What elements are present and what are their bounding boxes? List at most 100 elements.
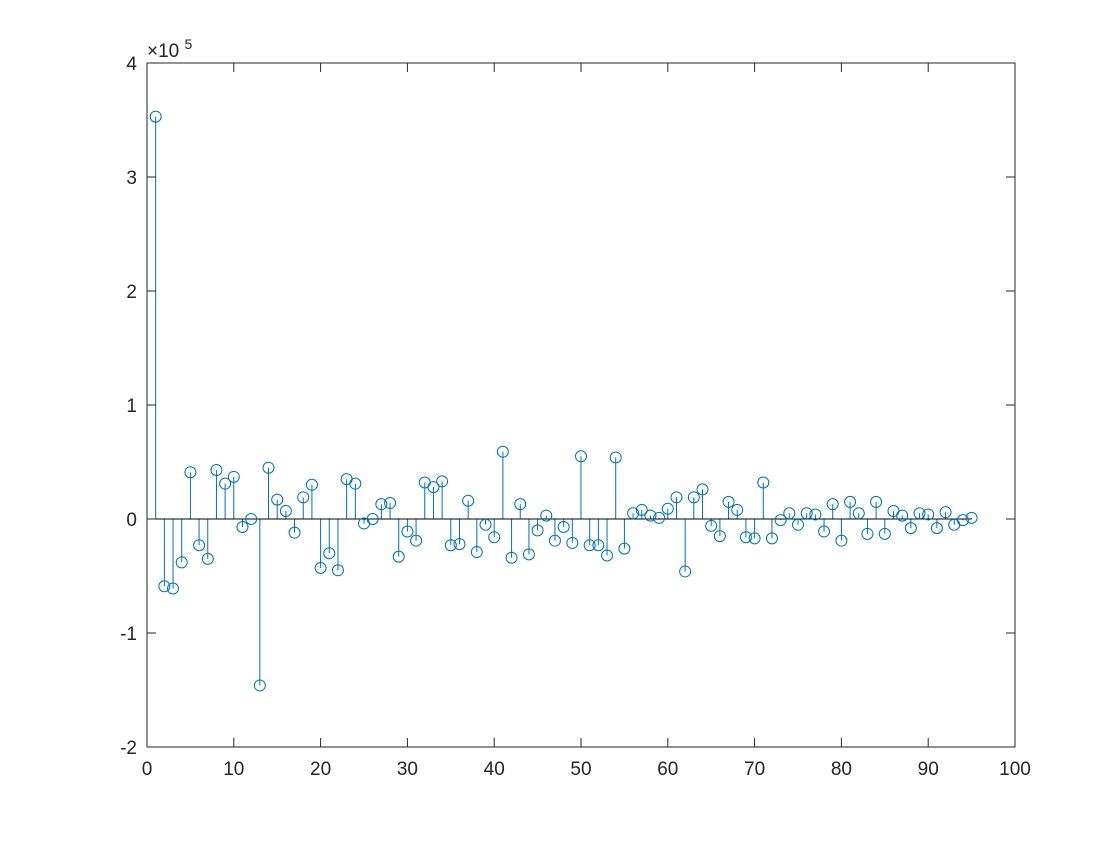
stem-marker bbox=[583, 539, 596, 552]
y-tick-label: -1 bbox=[120, 624, 137, 645]
y-tick-label: 4 bbox=[126, 54, 137, 75]
stem-marker bbox=[722, 495, 735, 508]
stem-marker bbox=[305, 478, 318, 491]
stem-marker bbox=[939, 506, 952, 519]
stem-marker bbox=[930, 522, 943, 535]
stem-marker bbox=[557, 520, 570, 533]
stem-marker bbox=[245, 513, 258, 525]
stem-marker bbox=[835, 534, 848, 547]
stem-marker bbox=[279, 505, 292, 518]
x-tick-label: 90 bbox=[918, 759, 939, 780]
stem-marker bbox=[696, 483, 709, 496]
x-tick-label: 60 bbox=[657, 759, 678, 780]
stem-marker bbox=[653, 511, 666, 524]
stem-marker bbox=[522, 548, 535, 561]
stem-marker bbox=[818, 525, 831, 538]
stem-marker bbox=[774, 514, 787, 527]
stem-marker bbox=[236, 520, 249, 533]
stem-marker bbox=[913, 507, 926, 520]
stem-marker bbox=[193, 539, 206, 552]
stem-marker bbox=[401, 525, 414, 538]
stem-marker bbox=[687, 491, 700, 504]
stem-marker bbox=[470, 546, 483, 559]
stem-marker bbox=[314, 562, 327, 575]
stem-marker bbox=[184, 466, 197, 479]
stem-marker bbox=[896, 509, 909, 522]
y-exponent-base: ×10 bbox=[147, 41, 179, 62]
x-tick-label: 100 bbox=[999, 759, 1031, 780]
stem-marker bbox=[210, 463, 223, 476]
stem-marker bbox=[861, 527, 874, 540]
stem-marker bbox=[844, 495, 857, 508]
x-tick-label: 80 bbox=[831, 759, 852, 780]
x-tick-label: 30 bbox=[397, 759, 418, 780]
stem-marker bbox=[540, 509, 553, 522]
stem-marker bbox=[392, 550, 405, 563]
stem-marker bbox=[375, 498, 388, 511]
stem-marker bbox=[505, 551, 518, 564]
stem-marker bbox=[167, 582, 180, 595]
stem-marker bbox=[739, 531, 752, 544]
stem-marker bbox=[809, 508, 822, 521]
stem-marker bbox=[679, 565, 692, 578]
y-exponent-label: ×10 5 bbox=[147, 36, 193, 62]
stem-marker bbox=[713, 530, 726, 543]
stem-marker bbox=[323, 547, 336, 560]
x-tick-label: 50 bbox=[570, 759, 591, 780]
stem-marker bbox=[349, 477, 362, 490]
stem-marker bbox=[757, 476, 770, 489]
y-tick-label: 3 bbox=[126, 168, 137, 189]
y-axis: -2 -1 0 1 2 3 4 bbox=[120, 54, 1015, 759]
stem-marker bbox=[705, 519, 718, 532]
x-tick-label: 20 bbox=[310, 759, 331, 780]
stem-marker bbox=[488, 531, 501, 544]
stem-marker bbox=[575, 450, 587, 463]
stem-marker bbox=[514, 498, 527, 511]
stem-marker bbox=[149, 110, 162, 123]
markers-layer bbox=[149, 110, 978, 692]
stem-marker bbox=[922, 508, 935, 521]
stem-marker bbox=[453, 538, 466, 551]
y-tick-label: -2 bbox=[120, 738, 137, 759]
stem-marker bbox=[227, 470, 240, 483]
stem-marker bbox=[271, 493, 284, 506]
stem-marker bbox=[965, 511, 978, 524]
stem-marker bbox=[479, 518, 492, 531]
stem-marker bbox=[384, 497, 397, 510]
stem-marker bbox=[297, 491, 310, 504]
stem-marker bbox=[601, 549, 614, 562]
y-tick-label: 2 bbox=[126, 282, 137, 303]
x-tick-label: 10 bbox=[223, 759, 244, 780]
stem-marker bbox=[870, 495, 883, 508]
stem-marker bbox=[158, 580, 171, 593]
stem-marker bbox=[175, 556, 188, 569]
stem-marker bbox=[592, 539, 605, 552]
stem-marker bbox=[852, 507, 865, 520]
stem-marker bbox=[331, 564, 344, 577]
y-tick-label: 1 bbox=[126, 396, 137, 417]
stem-marker bbox=[201, 552, 214, 565]
stem-marker bbox=[635, 503, 648, 516]
stem-marker bbox=[783, 507, 796, 520]
stem-marker bbox=[253, 679, 266, 692]
stem-marker bbox=[878, 527, 891, 540]
stem-marker bbox=[765, 532, 778, 545]
stem-marker bbox=[731, 503, 744, 516]
stem-marker bbox=[904, 522, 917, 535]
stem-marker bbox=[956, 514, 969, 527]
stem-marker bbox=[661, 502, 674, 515]
stem-marker bbox=[548, 534, 561, 547]
plot-area-background bbox=[147, 63, 1015, 747]
stem-marker bbox=[262, 461, 275, 474]
y-exponent-power: 5 bbox=[185, 36, 193, 52]
x-tick-label: 40 bbox=[484, 759, 505, 780]
stem-marker bbox=[436, 475, 449, 488]
stem-marker bbox=[219, 477, 232, 490]
stem-marker bbox=[444, 539, 457, 552]
stem-marker bbox=[427, 481, 440, 494]
x-tick-label: 70 bbox=[744, 759, 765, 780]
stem-marker bbox=[288, 526, 301, 539]
stem-marker bbox=[826, 498, 839, 511]
